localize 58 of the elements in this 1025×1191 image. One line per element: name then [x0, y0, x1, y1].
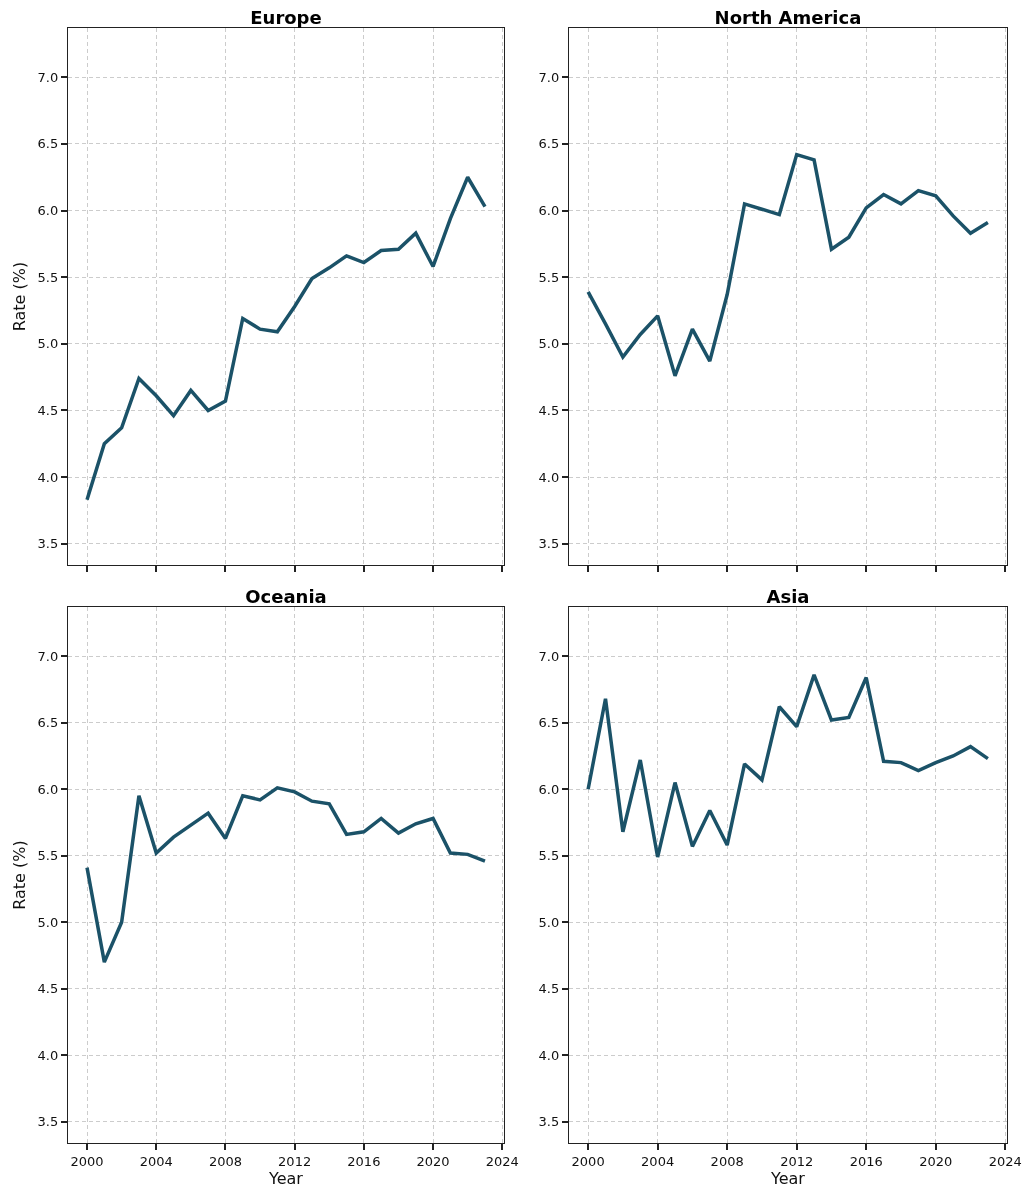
y-tick-label: 4.0	[37, 1047, 59, 1063]
y-tick-label: 3.5	[37, 1114, 59, 1130]
y-tick-label: 6.5	[37, 136, 59, 152]
y-tick-label: 4.5	[37, 402, 59, 418]
y-tick-label: 5.0	[37, 914, 59, 930]
x-tick-label: 2000	[70, 1153, 104, 1169]
y-tick-label: 4.0	[37, 469, 59, 485]
y-tick-label: 6.0	[37, 203, 59, 219]
chart-title: North America	[714, 7, 862, 28]
line-series	[85, 786, 487, 964]
x-tick-label: 2016	[347, 1153, 381, 1169]
y-tick-label: 6.0	[538, 781, 560, 797]
x-tick-label: 2020	[919, 1153, 953, 1169]
y-tick-label: 7.0	[538, 69, 560, 85]
x-tick-label: 2012	[278, 1153, 312, 1169]
x-tick-label: 2008	[710, 1153, 744, 1169]
y-tick-label: 3.5	[538, 536, 560, 552]
y-axis-title: Rate (%)	[9, 840, 29, 910]
y-tick-label: 3.5	[538, 1114, 560, 1130]
x-tick-label: 2000	[571, 1153, 605, 1169]
line-series	[85, 175, 487, 502]
y-tick-label: 6.0	[37, 781, 59, 797]
line-series	[586, 152, 990, 378]
line-series	[586, 673, 990, 859]
y-tick-label: 7.0	[37, 69, 59, 85]
y-tick-label: 5.5	[37, 269, 59, 285]
y-tick-label: 4.5	[37, 981, 59, 997]
y-tick-label: 3.5	[37, 536, 59, 552]
y-tick-label: 6.5	[538, 715, 560, 731]
y-tick-label: 5.0	[37, 336, 59, 352]
x-axis-title: Year	[268, 1168, 304, 1188]
y-tick-label: 6.5	[538, 136, 560, 152]
x-tick-label: 2024	[988, 1153, 1022, 1169]
x-tick-label: 2020	[416, 1153, 450, 1169]
x-tick-label: 2024	[485, 1153, 519, 1169]
x-tick-label: 2008	[208, 1153, 242, 1169]
y-axis-title: Rate (%)	[9, 261, 29, 332]
y-tick-label: 4.0	[538, 469, 560, 485]
y-tick-label: 6.5	[37, 715, 59, 731]
x-tick-label: 2012	[780, 1153, 814, 1169]
y-tick-label: 4.0	[538, 1047, 560, 1063]
y-tick-label: 5.0	[538, 336, 560, 352]
y-tick-label: 6.0	[538, 203, 560, 219]
x-tick-label: 2016	[849, 1153, 883, 1169]
y-tick-label: 4.5	[538, 981, 560, 997]
x-axis-title: Year	[770, 1168, 806, 1188]
chart-title: Asia	[766, 586, 810, 607]
y-tick-label: 7.0	[538, 648, 560, 664]
y-tick-label: 7.0	[37, 648, 59, 664]
y-tick-label: 5.5	[538, 848, 560, 864]
x-tick-label: 2004	[139, 1153, 173, 1169]
chart-title: Oceania	[245, 586, 327, 607]
y-tick-label: 5.5	[538, 269, 560, 285]
y-tick-label: 4.5	[538, 402, 560, 418]
chart-title: Europe	[250, 7, 322, 28]
y-tick-label: 5.5	[37, 848, 59, 864]
y-tick-label: 5.0	[538, 914, 560, 930]
x-tick-label: 2004	[641, 1153, 675, 1169]
